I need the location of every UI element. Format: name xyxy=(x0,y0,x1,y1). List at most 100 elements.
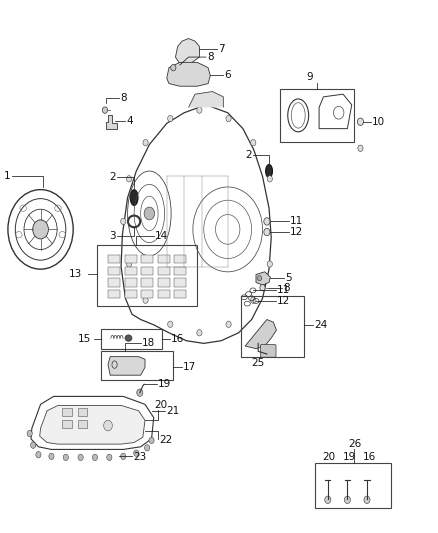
Bar xyxy=(158,278,170,287)
Bar xyxy=(62,420,72,428)
Circle shape xyxy=(325,496,331,504)
Text: 1: 1 xyxy=(4,172,10,181)
Circle shape xyxy=(92,454,98,461)
Circle shape xyxy=(344,496,350,504)
Circle shape xyxy=(260,285,265,291)
Bar xyxy=(102,351,173,381)
Bar xyxy=(62,408,72,416)
Text: 16: 16 xyxy=(363,453,376,463)
Text: 11: 11 xyxy=(277,285,290,295)
Text: 16: 16 xyxy=(171,334,184,344)
Text: 8: 8 xyxy=(207,52,214,62)
Text: 12: 12 xyxy=(290,227,303,237)
Polygon shape xyxy=(188,92,223,108)
Polygon shape xyxy=(167,62,210,86)
Bar xyxy=(315,463,391,508)
Text: 12: 12 xyxy=(277,296,290,306)
Circle shape xyxy=(102,107,108,114)
Text: 10: 10 xyxy=(372,117,385,127)
Circle shape xyxy=(251,297,256,303)
Bar xyxy=(108,290,120,298)
Circle shape xyxy=(31,442,36,448)
Text: 25: 25 xyxy=(252,358,265,368)
Text: 22: 22 xyxy=(159,435,172,446)
Text: 17: 17 xyxy=(184,362,197,372)
Circle shape xyxy=(120,218,126,224)
Polygon shape xyxy=(256,272,270,285)
Circle shape xyxy=(107,454,112,461)
Text: 11: 11 xyxy=(290,216,303,227)
Circle shape xyxy=(264,228,270,236)
Polygon shape xyxy=(245,319,276,349)
Bar xyxy=(141,290,153,298)
Bar xyxy=(124,266,137,275)
Bar xyxy=(141,278,153,287)
Circle shape xyxy=(127,176,132,182)
Text: 21: 21 xyxy=(166,406,179,416)
Circle shape xyxy=(134,450,139,456)
Circle shape xyxy=(36,451,41,458)
Circle shape xyxy=(251,140,256,146)
Text: 23: 23 xyxy=(133,453,147,463)
Text: 8: 8 xyxy=(283,282,290,293)
Ellipse shape xyxy=(265,165,272,177)
Circle shape xyxy=(267,176,272,182)
Text: 4: 4 xyxy=(126,116,133,126)
Text: 15: 15 xyxy=(78,334,91,344)
Circle shape xyxy=(145,445,150,451)
Text: 13: 13 xyxy=(69,270,82,279)
Circle shape xyxy=(143,140,148,146)
Text: 5: 5 xyxy=(286,273,292,283)
Circle shape xyxy=(144,207,155,220)
Circle shape xyxy=(49,453,54,459)
Text: 20: 20 xyxy=(322,453,336,463)
Text: 3: 3 xyxy=(110,231,116,241)
Text: 9: 9 xyxy=(306,72,313,82)
Text: 14: 14 xyxy=(155,231,168,241)
Text: 19: 19 xyxy=(343,453,356,463)
Circle shape xyxy=(168,321,173,327)
Bar xyxy=(108,266,120,275)
Bar xyxy=(78,408,87,416)
Bar xyxy=(124,255,137,263)
Circle shape xyxy=(33,220,48,239)
Bar xyxy=(141,266,153,275)
Bar xyxy=(97,245,197,306)
Text: 2: 2 xyxy=(110,172,116,182)
Circle shape xyxy=(63,454,68,461)
Circle shape xyxy=(264,217,270,225)
Circle shape xyxy=(120,453,126,459)
Circle shape xyxy=(197,329,202,336)
Ellipse shape xyxy=(130,190,138,206)
Bar xyxy=(174,255,186,263)
Text: 6: 6 xyxy=(225,70,231,79)
Bar xyxy=(174,266,186,275)
Bar xyxy=(102,328,162,349)
FancyBboxPatch shape xyxy=(260,344,276,357)
Bar xyxy=(158,290,170,298)
Circle shape xyxy=(197,107,202,114)
Text: 24: 24 xyxy=(315,320,328,330)
Text: 18: 18 xyxy=(142,338,155,349)
Circle shape xyxy=(357,118,364,125)
Circle shape xyxy=(267,261,272,267)
Circle shape xyxy=(171,64,176,71)
Bar xyxy=(141,255,153,263)
Circle shape xyxy=(226,321,231,327)
Bar xyxy=(124,278,137,287)
Circle shape xyxy=(143,297,148,303)
Polygon shape xyxy=(40,406,145,444)
Circle shape xyxy=(358,145,363,151)
Bar xyxy=(108,255,120,263)
Polygon shape xyxy=(176,38,199,65)
Ellipse shape xyxy=(125,335,132,341)
Bar xyxy=(158,255,170,263)
Circle shape xyxy=(149,437,154,443)
Bar xyxy=(158,266,170,275)
Bar xyxy=(124,290,137,298)
Polygon shape xyxy=(106,115,117,128)
Circle shape xyxy=(364,496,370,504)
Circle shape xyxy=(104,420,113,431)
Bar xyxy=(174,290,186,298)
Polygon shape xyxy=(108,357,145,375)
